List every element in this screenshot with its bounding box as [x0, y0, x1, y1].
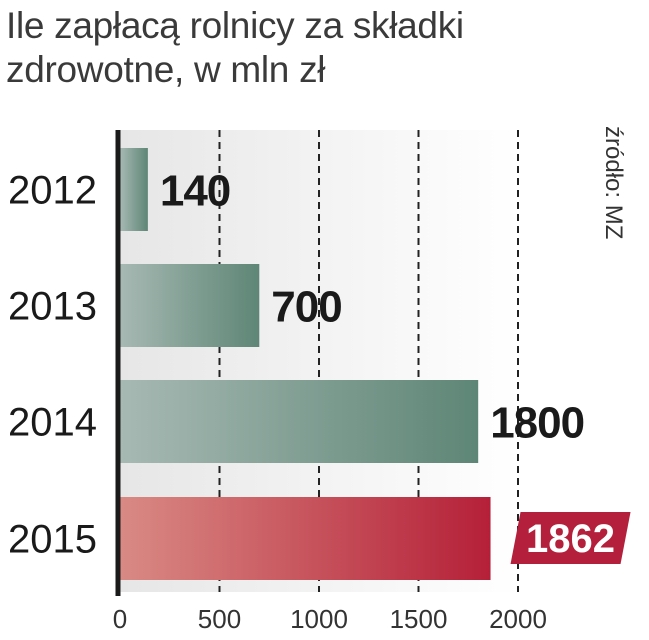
tick-layer: 0 500 1000 1500 2000 [113, 604, 547, 634]
value-label-2014: 1800 [490, 399, 584, 448]
label-layer: 2012 140 2013 700 2014 1800 2015 1862 [8, 167, 631, 564]
x-tick-label-1000: 1000 [290, 604, 348, 634]
x-tick-label-1500: 1500 [390, 604, 448, 634]
bar-2013 [120, 264, 260, 347]
category-label-2012: 2012 [8, 169, 97, 213]
value-label-2013: 700 [271, 283, 341, 332]
category-label-2015: 2015 [8, 518, 97, 562]
bar-2015 [120, 497, 491, 580]
category-label-2013: 2013 [8, 285, 97, 329]
x-tick-label-500: 500 [198, 604, 241, 634]
bar-layer [120, 148, 491, 580]
value-label-2015: 1862 [526, 517, 615, 561]
chart-title-line-2: zdrowotne, w mln zł [6, 49, 326, 90]
category-label-2014: 2014 [8, 401, 97, 445]
chart-title: Ile zapłacą rolnicy za składki zdrowotne… [6, 4, 606, 92]
source-label: źródło: MZ [600, 126, 627, 240]
bar-2014 [120, 380, 479, 463]
x-tick-label-2000: 2000 [489, 604, 547, 634]
chart-title-line-1: Ile zapłacą rolnicy za składki [6, 5, 464, 46]
bar-2012 [120, 148, 148, 231]
value-label-2012: 140 [160, 167, 230, 216]
value-badge-2015 [510, 512, 631, 564]
x-tick-label-0: 0 [113, 604, 127, 634]
